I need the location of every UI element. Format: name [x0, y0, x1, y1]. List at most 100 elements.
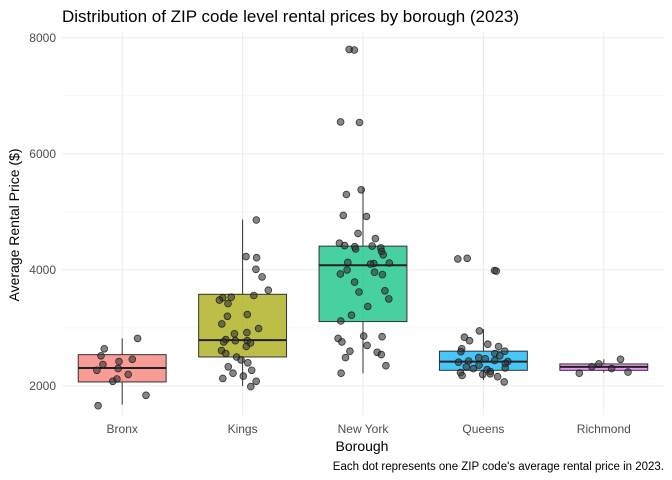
- data-point: [341, 353, 350, 362]
- data-point: [239, 372, 248, 380]
- data-point: [384, 295, 393, 303]
- data-point: [124, 370, 132, 379]
- data-point: [371, 234, 380, 243]
- data-point: [346, 347, 354, 356]
- data-point: [351, 245, 360, 253]
- data-point: [363, 302, 372, 311]
- data-point: [97, 351, 105, 360]
- data-point: [362, 212, 371, 221]
- data-point: [494, 342, 503, 351]
- data-point: [247, 366, 256, 375]
- data-point: [469, 364, 478, 373]
- data-point: [343, 258, 352, 267]
- data-point: [607, 364, 616, 373]
- data-point: [229, 369, 237, 378]
- data-point: [243, 310, 252, 319]
- data-point: [595, 360, 603, 368]
- data-point: [350, 46, 359, 54]
- data-point: [493, 372, 502, 381]
- data-point: [343, 266, 351, 274]
- data-point: [357, 186, 366, 194]
- data-point: [342, 190, 351, 199]
- box-new-york: [318, 187, 408, 374]
- y-tick-label: 6000: [29, 147, 56, 161]
- data-point: [378, 332, 386, 341]
- box-layer: [77, 187, 649, 405]
- data-point: [587, 362, 596, 371]
- data-point: [100, 344, 109, 353]
- data-point: [93, 366, 101, 375]
- data-point: [624, 368, 632, 376]
- data-point: [359, 332, 368, 340]
- data-point: [457, 347, 465, 356]
- data-point: [355, 288, 363, 296]
- data-point: [355, 118, 364, 127]
- data-point: [339, 211, 348, 220]
- data-point: [142, 391, 150, 400]
- data-point: [350, 278, 359, 286]
- data-point: [474, 353, 483, 362]
- data-point: [575, 369, 584, 378]
- x-tick-label: Kings: [228, 422, 258, 436]
- data-point: [336, 317, 345, 325]
- box-richmond: [559, 359, 649, 373]
- data-point: [264, 286, 273, 295]
- data-point: [252, 216, 261, 224]
- x-tick-label: New York: [338, 422, 390, 436]
- data-point: [458, 371, 466, 380]
- iqr-box: [198, 293, 288, 358]
- data-point: [378, 270, 387, 279]
- data-point: [114, 364, 122, 373]
- chart-caption: Each dot represents one ZIP code's avera…: [333, 461, 664, 473]
- data-point: [247, 382, 255, 391]
- x-tick-label: Richmond: [577, 422, 631, 436]
- data-point: [453, 255, 462, 263]
- data-point: [227, 293, 236, 302]
- data-point: [242, 342, 251, 351]
- data-point: [492, 267, 501, 275]
- data-point: [340, 241, 349, 250]
- x-tick-label: Queens: [462, 422, 504, 436]
- tick-labels: 2000 4000 6000 8000 Bronx Kings New York Queens…: [29, 31, 631, 436]
- data-point: [486, 369, 495, 378]
- y-tick-label: 8000: [29, 31, 56, 45]
- data-point: [462, 362, 471, 371]
- y-tick-label: 2000: [29, 379, 56, 393]
- data-point: [243, 328, 251, 337]
- data-point: [478, 370, 487, 379]
- point-layer: [93, 45, 632, 410]
- y-axis-title: Average Rental Price ($): [6, 148, 22, 301]
- data-point: [460, 333, 469, 342]
- data-point: [237, 356, 245, 364]
- data-point: [218, 320, 226, 328]
- data-point: [133, 334, 142, 343]
- data-point: [115, 357, 123, 366]
- data-point: [252, 377, 261, 386]
- data-point: [254, 324, 263, 333]
- data-point: [230, 329, 239, 338]
- data-point: [224, 299, 232, 308]
- data-point: [463, 254, 472, 263]
- data-point: [258, 273, 266, 281]
- data-point: [370, 268, 379, 277]
- data-point: [252, 253, 261, 262]
- data-point: [219, 374, 227, 383]
- data-point: [495, 351, 504, 360]
- x-axis-title: Borough: [336, 438, 389, 454]
- data-point: [490, 356, 499, 365]
- data-point: [616, 355, 625, 364]
- data-point: [483, 340, 492, 349]
- data-point: [231, 336, 240, 345]
- data-point: [500, 378, 509, 386]
- chart-title: Distribution of ZIP code level rental pr…: [62, 7, 519, 26]
- data-point: [354, 229, 362, 238]
- data-point: [337, 369, 345, 378]
- data-point: [250, 291, 258, 300]
- data-point: [501, 364, 510, 372]
- data-point: [500, 347, 509, 356]
- data-point: [363, 341, 371, 350]
- data-point: [338, 338, 346, 346]
- data-point: [109, 377, 117, 386]
- data-point: [223, 312, 232, 321]
